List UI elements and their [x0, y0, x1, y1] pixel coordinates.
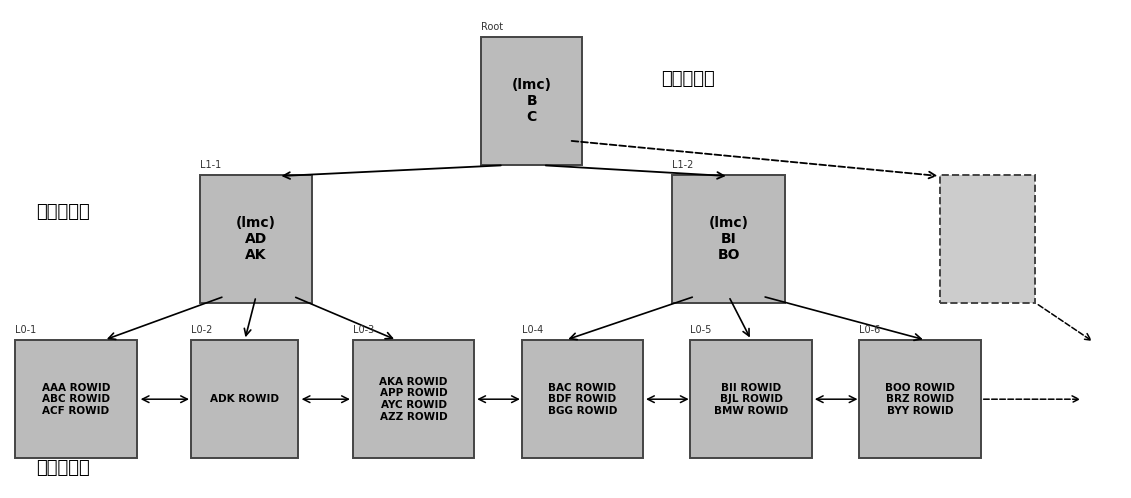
Text: 索引分支块: 索引分支块 — [36, 203, 90, 221]
Text: ADK ROWID: ADK ROWID — [210, 394, 279, 404]
Text: (lmc)
AD
AK: (lmc) AD AK — [236, 216, 276, 262]
Text: (lmc)
BI
BO: (lmc) BI BO — [709, 216, 749, 262]
Text: 索引根节点: 索引根节点 — [662, 70, 715, 88]
FancyBboxPatch shape — [191, 340, 299, 458]
FancyBboxPatch shape — [353, 340, 474, 458]
Text: BII ROWID
BJL ROWID
BMW ROWID: BII ROWID BJL ROWID BMW ROWID — [714, 382, 788, 416]
FancyBboxPatch shape — [673, 175, 785, 303]
Text: AKA ROWID
APP ROWID
AYC ROWID
AZZ ROWID: AKA ROWID APP ROWID AYC ROWID AZZ ROWID — [379, 377, 448, 422]
Text: 索引叶子块: 索引叶子块 — [36, 459, 90, 477]
Text: BAC ROWID
BDF ROWID
BGG ROWID: BAC ROWID BDF ROWID BGG ROWID — [547, 382, 618, 416]
Text: L0-6: L0-6 — [860, 325, 881, 335]
Text: L0-2: L0-2 — [191, 325, 213, 335]
Text: L0-4: L0-4 — [521, 325, 543, 335]
FancyBboxPatch shape — [521, 340, 644, 458]
FancyBboxPatch shape — [940, 175, 1035, 303]
Text: L1-2: L1-2 — [673, 160, 693, 170]
Text: BOO ROWID
BRZ ROWID
BYY ROWID: BOO ROWID BRZ ROWID BYY ROWID — [886, 382, 955, 416]
Text: L0-1: L0-1 — [15, 325, 36, 335]
Text: L0-5: L0-5 — [690, 325, 711, 335]
FancyBboxPatch shape — [860, 340, 981, 458]
FancyBboxPatch shape — [690, 340, 812, 458]
FancyBboxPatch shape — [15, 340, 137, 458]
Text: L0-3: L0-3 — [353, 325, 374, 335]
FancyBboxPatch shape — [481, 37, 582, 165]
Text: (lmc)
B
C: (lmc) B C — [511, 78, 552, 124]
Text: L1-1: L1-1 — [200, 160, 221, 170]
FancyBboxPatch shape — [200, 175, 312, 303]
Text: AAA ROWID
ABC ROWID
ACF ROWID: AAA ROWID ABC ROWID ACF ROWID — [42, 382, 110, 416]
Text: Root: Root — [481, 22, 503, 32]
